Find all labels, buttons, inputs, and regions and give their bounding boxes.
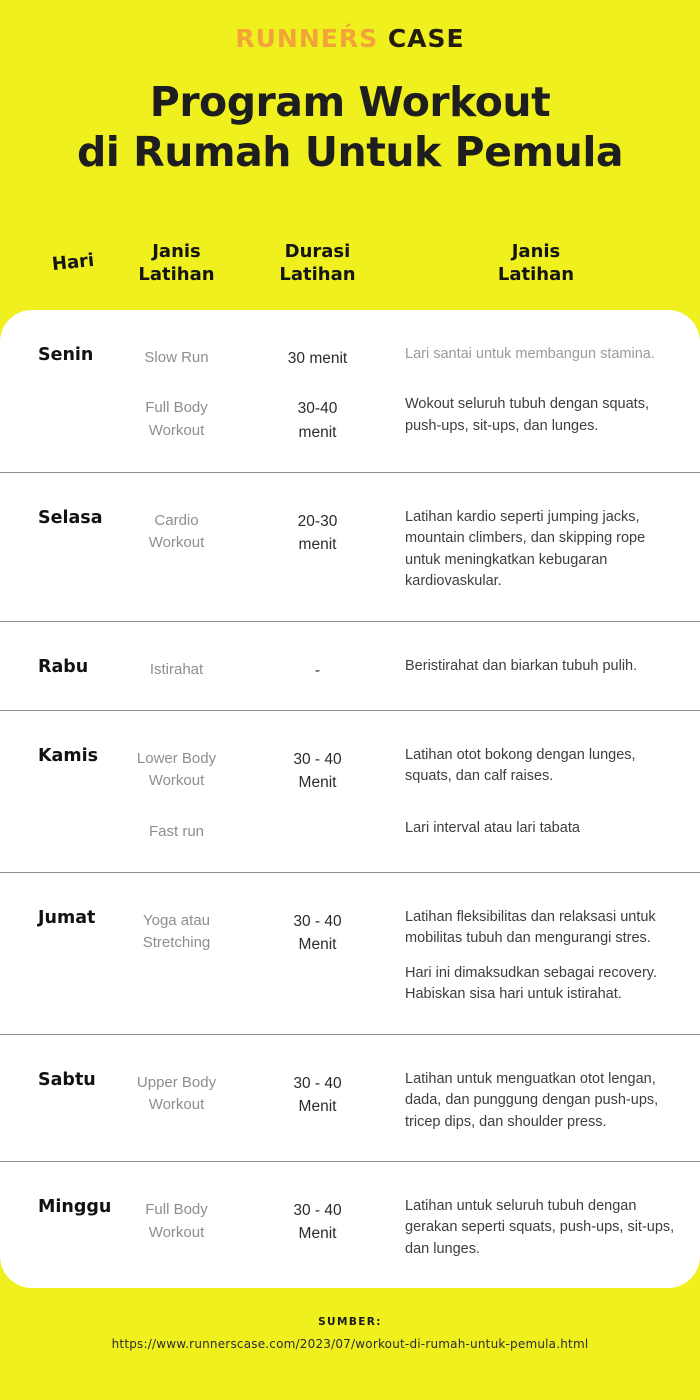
day-label: Rabu <box>38 656 89 677</box>
day-label: Kamis <box>38 745 99 766</box>
exercise-description-cell: Latihan untuk seluruh tubuh dengan gerak… <box>390 1196 682 1260</box>
day-cell: Kamis <box>38 745 108 795</box>
day-block: Selasa Cardio Workout 20-30 menit Latihan k… <box>0 473 700 622</box>
activity-row: Jumat Yoga atau Stretching 30 - 40 Menit La… <box>0 907 700 1006</box>
day-cell: Minggu <box>38 1196 112 1260</box>
exercise-duration: 30 - 40 Menit <box>293 750 342 792</box>
day-label: Sabtu <box>38 1069 96 1090</box>
activity-row: Senin Slow Run 30 menit Lari santai untuk m… <box>0 344 700 370</box>
exercise-description: Latihan otot bokong dengan lunges, squat… <box>405 746 636 785</box>
brand-case-text: CASE <box>387 24 465 53</box>
day-cell: Senin <box>38 344 108 370</box>
exercise-description: Latihan untuk seluruh tubuh dengan gerak… <box>405 1198 675 1257</box>
exercise-description-cell: Latihan otot bokong dengan lunges, squat… <box>390 745 682 795</box>
activity-row: Kamis Lower Body Workout 30 - 40 Menit Lati… <box>0 745 700 795</box>
exercise-description-cell: Lari interval atau lari tabata <box>390 818 682 844</box>
exercise-name: Slow Run <box>144 349 209 367</box>
workout-table-body: Senin Slow Run 30 menit Lari santai untuk m… <box>0 310 700 1288</box>
exercise-name: Cardio Workout <box>148 511 205 552</box>
day-block: Senin Slow Run 30 menit Lari santai untuk m… <box>0 310 700 473</box>
exercise-description-cell: Wokout seluruh tubuh dengan squats, push… <box>390 394 682 444</box>
column-header-durasi-latihan: Durasi Latihan <box>279 241 356 285</box>
column-header-hari: Hari <box>50 250 96 276</box>
page-title-line2: di Rumah Untuk Pemula <box>76 128 624 177</box>
day-cell: Selasa <box>38 507 108 593</box>
day-block: Rabu Istirahat - Beristirahat dan biarkan t… <box>0 622 700 711</box>
brand-logo: RUNNEŔS CASE <box>0 0 700 53</box>
source-url: https://www.runnerscase.com/2023/07/work… <box>111 1337 589 1352</box>
exercise-description-cell: Lari santai untuk membangun stamina. <box>390 344 682 370</box>
day-cell <box>38 818 108 844</box>
activity-row: Selasa Cardio Workout 20-30 menit Latihan k… <box>0 507 700 593</box>
day-block: Sabtu Upper Body Workout 30 - 40 Menit Lati… <box>0 1035 700 1163</box>
column-header-janis-latihan: Janis Latihan <box>138 241 215 285</box>
day-label: Minggu <box>38 1197 112 1218</box>
day-cell <box>38 394 108 444</box>
exercise-description: Latihan kardio seperti jumping jacks, mo… <box>405 508 646 590</box>
day-block: Kamis Lower Body Workout 30 - 40 Menit Lati… <box>0 711 700 873</box>
exercise-duration: 30-40 menit <box>297 400 338 441</box>
exercise-description: Beristirahat dan biarkan tubuh pulih. <box>405 657 638 674</box>
activity-row: Full Body Workout 30-40 menit Wokout selur… <box>0 394 700 444</box>
exercise-duration: 30 menit <box>287 350 348 368</box>
page-title-line1: Program Workout <box>149 78 551 126</box>
exercise-description: Latihan fleksibilitas dan relaksasi untu… <box>405 908 656 947</box>
exercise-description: Lari interval atau lari tabata <box>405 820 580 837</box>
exercise-name: Yoga atau Stretching <box>142 911 211 952</box>
exercise-duration: 20-30 menit <box>297 512 338 554</box>
exercise-name: Full Body Workout <box>145 399 208 439</box>
exercise-name: Lower Body Workout <box>136 749 217 790</box>
activity-row: Fast run Lari interval atau lari tabata <box>0 818 700 844</box>
exercise-name: Istirahat <box>149 660 204 678</box>
exercise-name: Full Body Workout <box>145 1201 208 1241</box>
activity-row: Rabu Istirahat - Beristirahat dan biarkan t… <box>0 656 700 682</box>
day-label: Senin <box>38 345 94 366</box>
exercise-duration: - <box>314 661 321 679</box>
exercise-duration: 30 - 40 Menit <box>293 1202 342 1243</box>
exercise-duration: 30 - 40 Menit <box>293 912 342 954</box>
exercise-description: Lari santai untuk membangun stamina. <box>405 346 655 363</box>
exercise-description-cell: Beristirahat dan biarkan tubuh pulih. <box>390 656 682 682</box>
day-cell: Jumat <box>38 907 108 1006</box>
page-title: Program Workout di Rumah Untuk Pemula <box>0 77 700 177</box>
exercise-name: Fast run <box>148 823 205 841</box>
exercise-description: Wokout seluruh tubuh dengan squats, push… <box>405 396 649 434</box>
day-block: Jumat Yoga atau Stretching 30 - 40 Menit La… <box>0 873 700 1035</box>
footer: SUMBER: https://www.runnerscase.com/2023… <box>0 1316 700 1351</box>
day-cell: Sabtu <box>38 1069 108 1133</box>
exercise-duration: 30 - 40 Menit <box>293 1074 342 1115</box>
exercise-description: Latihan untuk menguatkan otot lengan, da… <box>405 1070 659 1130</box>
activity-row: Sabtu Upper Body Workout 30 - 40 Menit Lati… <box>0 1069 700 1133</box>
exercise-description: Hari ini dimaksudkan sebagai recovery. H… <box>405 964 657 1003</box>
day-cell: Rabu <box>38 656 108 682</box>
exercise-description-cell: Latihan fleksibilitas dan relaksasi untu… <box>390 907 682 1006</box>
workout-table-card: Senin Slow Run 30 menit Lari santai untuk m… <box>0 310 700 1289</box>
column-header-janis-latihan-2: Janis Latihan <box>497 241 575 285</box>
day-label: Jumat <box>38 907 96 928</box>
activity-row: Minggu Full Body Workout 30 - 40 Menit Lati… <box>0 1196 700 1260</box>
exercise-description-cell: Latihan kardio seperti jumping jacks, mo… <box>390 507 682 593</box>
exercise-description-cell: Latihan untuk menguatkan otot lengan, da… <box>390 1069 682 1133</box>
day-block: Minggu Full Body Workout 30 - 40 Menit Lati… <box>0 1162 700 1288</box>
exercise-name: Upper Body Workout <box>136 1073 217 1114</box>
exercise-duration <box>245 818 390 844</box>
day-label: Selasa <box>38 507 103 528</box>
table-header-row: Hari Janis Latihan Durasi Latihan Janis … <box>0 241 700 286</box>
source-label: SUMBER: <box>318 1316 382 1329</box>
brand-runners-text: RUNNEŔS <box>235 24 379 53</box>
